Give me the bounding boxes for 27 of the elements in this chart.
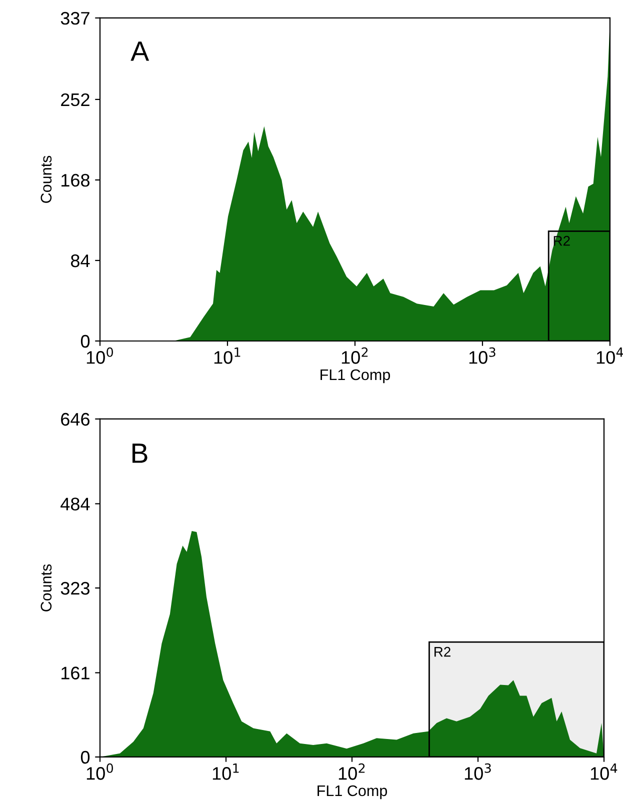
x-tick-label: 10$^{2}$ — [338, 763, 365, 780]
x-tick-label: 10$^{4}$ — [590, 764, 618, 780]
y-axis-title: Counts — [40, 156, 52, 203]
x-tick-label: 10$^{3}$ — [464, 763, 491, 780]
x-tick-label: 10$^{0}$ — [86, 347, 114, 364]
x-tick-label: 10$^{1}$ — [212, 764, 239, 780]
x-tick-label: 10$^{4}$ — [596, 348, 623, 364]
y-tick-label: 252 — [61, 93, 90, 106]
x-tick-label: 10$^{2}$ — [342, 347, 368, 364]
y-tick-label: 0 — [80, 334, 90, 348]
y-tick-label: 484 — [60, 498, 90, 510]
x-tick-label: 10$^{0}$ — [86, 763, 114, 780]
band-label: R2 — [434, 646, 450, 657]
annotation: B — [132, 444, 148, 463]
y-tick-label: 0 — [80, 750, 90, 764]
x-tick-label: 10$^{3}$ — [469, 347, 496, 364]
y-axis-title: Counts — [40, 564, 52, 612]
y-tick-label: 646 — [61, 412, 90, 426]
y-tick-label: 323 — [60, 582, 90, 595]
x-axis-title: FL1 Comp — [320, 369, 390, 384]
y-tick-label: 161 — [62, 666, 90, 680]
x-tick-label: 10$^{1}$ — [214, 348, 240, 364]
y-tick-label: 84 — [70, 254, 90, 268]
y-tick-label: 168 — [62, 174, 90, 187]
x-axis-title: FL1 Comp — [318, 785, 388, 800]
y-tick-label: 337 — [60, 12, 90, 25]
annotation: A — [130, 42, 150, 61]
